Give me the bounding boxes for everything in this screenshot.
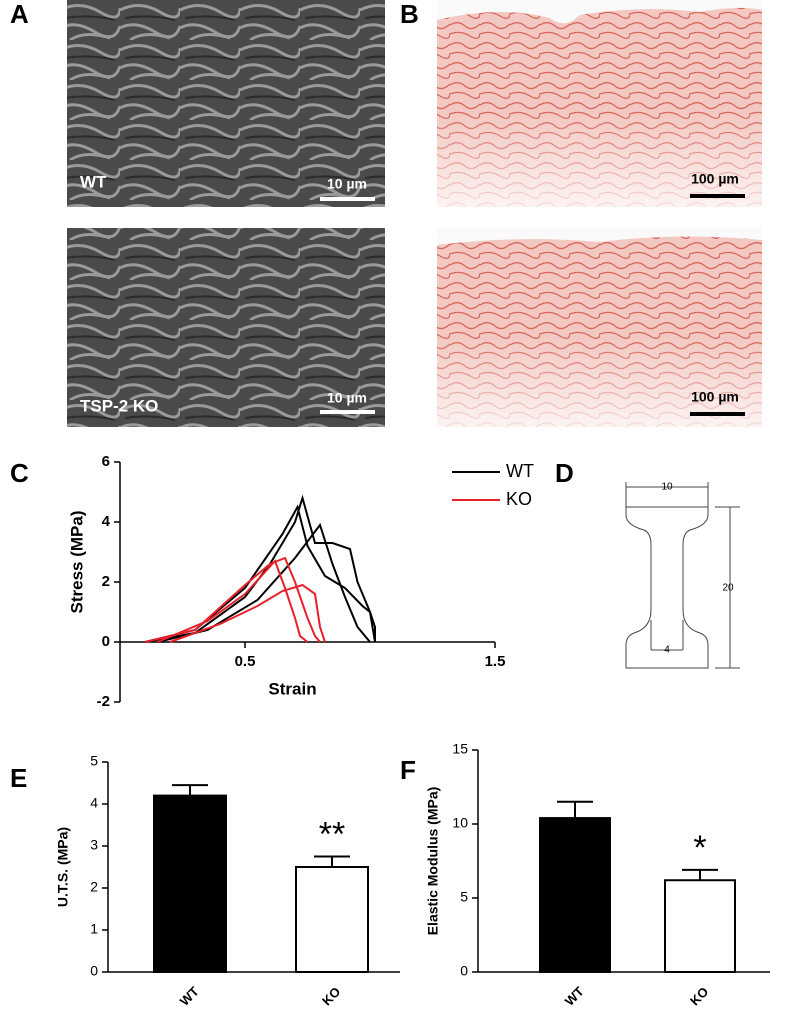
curve: [144, 494, 376, 643]
y-tick-label: 6: [102, 453, 110, 470]
bar: [539, 817, 611, 974]
x-tick-label: 0.5: [235, 653, 256, 670]
sem-image: [67, 0, 385, 207]
scale-label: 100 µm: [691, 171, 739, 187]
y-tick-label: 0: [90, 963, 98, 979]
scale-label: 10 µm: [327, 390, 367, 406]
curve: [157, 522, 371, 643]
x-axis-label: Strain: [268, 679, 316, 698]
significance: **: [319, 815, 345, 853]
y-tick-label: 15: [452, 741, 468, 757]
curve: [157, 559, 309, 643]
specimen-diagram: [625, 482, 740, 669]
x-tick-label: KO: [319, 984, 343, 1008]
y-tick-label: 5: [90, 753, 98, 769]
y-tick-label: 3: [90, 837, 98, 853]
y-tick-label: 2: [90, 879, 98, 895]
y-axis-label: U.T.S. (MPa): [55, 827, 71, 907]
y-tick-label: 0: [460, 963, 468, 979]
x-tick-label: WT: [177, 984, 202, 1009]
dimension-label: 20: [722, 583, 734, 594]
y-tick-label: 2: [102, 573, 110, 590]
legend-label: KO: [506, 489, 532, 509]
y-tick-label: 5: [460, 889, 468, 905]
bar: [664, 879, 736, 973]
significance: *: [693, 829, 706, 867]
bar: [295, 866, 369, 973]
dimension-label: 4: [664, 645, 670, 656]
y-tick-label: 10: [452, 815, 468, 831]
image-label: WT: [80, 172, 107, 191]
y-tick-label: 4: [102, 513, 111, 530]
legend-label: WT: [506, 461, 534, 481]
y-tick-label: -2: [97, 693, 110, 710]
y-tick-label: 4: [90, 795, 98, 811]
panel-label: B: [400, 0, 419, 29]
image-label: TSP-2 KO: [80, 396, 158, 415]
y-axis-label: Stress (MPa): [67, 511, 86, 614]
y-tick-label: 1: [90, 921, 98, 937]
panel-label: C: [10, 458, 29, 488]
x-tick-label: 1.5: [485, 653, 506, 670]
curve: [144, 504, 376, 643]
x-tick-label: WT: [562, 984, 587, 1009]
tissue-fade: [437, 228, 762, 427]
tissue-fade: [437, 0, 762, 207]
y-tick-label: 0: [102, 633, 110, 650]
sem-image: [67, 228, 385, 427]
panel-label: E: [10, 763, 27, 793]
curve: [144, 556, 321, 643]
bar: [153, 794, 227, 973]
dimension-label: 10: [661, 482, 673, 493]
scale-label: 10 µm: [327, 176, 367, 192]
panel-label: F: [400, 755, 416, 785]
scale-label: 100 µm: [691, 389, 739, 405]
panel-label: D: [555, 458, 574, 488]
x-tick-label: KO: [687, 984, 711, 1008]
y-axis-label: Elastic Modulus (MPa): [425, 787, 441, 936]
panel-label: A: [10, 0, 29, 29]
curve: [169, 583, 326, 643]
